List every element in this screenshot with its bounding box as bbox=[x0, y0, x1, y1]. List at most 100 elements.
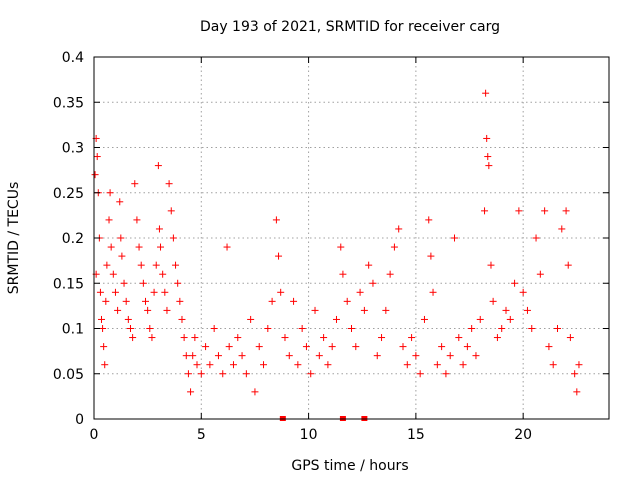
data-point bbox=[93, 153, 101, 161]
data-point bbox=[163, 306, 171, 314]
data-point bbox=[116, 198, 124, 206]
data-point bbox=[442, 370, 450, 378]
data-point bbox=[511, 279, 519, 287]
data-point bbox=[290, 297, 298, 305]
data-point bbox=[214, 352, 222, 360]
x-axis-title: GPS time / hours bbox=[291, 458, 408, 474]
data-point bbox=[152, 261, 160, 269]
data-point bbox=[150, 288, 158, 296]
y-axis-title: SRMTID / TECUs bbox=[6, 182, 22, 295]
data-point bbox=[96, 288, 104, 296]
data-point bbox=[519, 288, 527, 296]
data-point bbox=[356, 288, 364, 296]
data-point bbox=[476, 315, 484, 323]
data-point bbox=[182, 352, 190, 360]
data-point bbox=[161, 288, 169, 296]
chart-title: Day 193 of 2021, SRMTID for receiver car… bbox=[200, 19, 500, 35]
data-point bbox=[536, 270, 544, 278]
data-point bbox=[481, 207, 489, 215]
data-point bbox=[223, 243, 231, 251]
y-tick-label: 0.05 bbox=[53, 367, 84, 383]
y-tick-label: 0.25 bbox=[53, 186, 84, 202]
data-point bbox=[103, 261, 111, 269]
data-point bbox=[184, 370, 192, 378]
data-point bbox=[558, 225, 566, 233]
y-tick-label: 0.2 bbox=[62, 231, 84, 247]
data-point bbox=[98, 315, 106, 323]
y-tick-label: 0.4 bbox=[62, 50, 84, 66]
data-point bbox=[425, 216, 433, 224]
data-point bbox=[528, 325, 536, 332]
data-point bbox=[412, 352, 420, 360]
data-point bbox=[154, 162, 162, 170]
data-point bbox=[111, 288, 119, 296]
data-point bbox=[202, 343, 210, 351]
data-point bbox=[281, 334, 289, 342]
data-point bbox=[139, 279, 147, 287]
data-point bbox=[298, 325, 306, 332]
data-point bbox=[197, 370, 205, 378]
data-points bbox=[91, 89, 583, 396]
data-point bbox=[575, 361, 583, 369]
data-point bbox=[180, 334, 188, 342]
x-tick-label: 5 bbox=[197, 427, 206, 443]
data-point bbox=[360, 306, 368, 314]
data-point bbox=[382, 306, 390, 314]
data-point bbox=[242, 370, 250, 378]
data-point bbox=[157, 243, 165, 251]
data-point bbox=[255, 343, 263, 351]
data-point bbox=[403, 361, 411, 369]
x-tick-label: 0 bbox=[90, 427, 99, 443]
data-point bbox=[260, 361, 268, 369]
data-point bbox=[142, 297, 149, 305]
data-point bbox=[307, 370, 315, 378]
data-point bbox=[101, 361, 109, 369]
data-point bbox=[438, 343, 446, 351]
data-point bbox=[573, 388, 581, 396]
data-point bbox=[172, 261, 180, 269]
x-tick-labels: 0 5 10 15 20 bbox=[90, 427, 533, 443]
data-point bbox=[515, 207, 523, 215]
data-point bbox=[455, 334, 463, 342]
data-point bbox=[124, 315, 132, 323]
data-point bbox=[332, 315, 340, 323]
data-point bbox=[210, 325, 218, 332]
y-tick-label: 0.1 bbox=[62, 322, 84, 338]
data-point bbox=[502, 306, 510, 314]
data-point bbox=[564, 261, 572, 269]
data-point bbox=[562, 207, 570, 215]
data-point bbox=[339, 270, 347, 278]
x-tick-label: 15 bbox=[407, 427, 425, 443]
data-point bbox=[348, 325, 355, 332]
data-point bbox=[277, 288, 285, 296]
y-tick-label: 0.3 bbox=[62, 141, 84, 157]
data-point bbox=[446, 352, 454, 360]
data-point bbox=[311, 306, 319, 314]
data-point bbox=[483, 134, 491, 142]
data-point bbox=[532, 234, 540, 242]
data-point bbox=[106, 189, 114, 197]
data-point bbox=[498, 325, 506, 332]
data-point bbox=[320, 334, 328, 342]
data-point bbox=[176, 297, 184, 305]
data-point bbox=[91, 171, 99, 179]
x-tick-label: 10 bbox=[300, 427, 318, 443]
y-tick-label: 0.35 bbox=[53, 95, 84, 111]
data-point bbox=[229, 361, 237, 369]
ticks bbox=[93, 56, 609, 420]
data-point bbox=[126, 325, 134, 332]
data-point bbox=[369, 279, 377, 287]
data-point bbox=[386, 270, 394, 278]
data-point bbox=[109, 270, 117, 278]
data-point bbox=[506, 315, 514, 323]
data-point bbox=[571, 370, 579, 378]
data-point bbox=[365, 261, 373, 269]
data-point bbox=[268, 297, 276, 305]
data-point bbox=[285, 352, 293, 360]
data-point bbox=[541, 207, 549, 215]
data-point bbox=[395, 225, 403, 233]
data-point bbox=[302, 343, 310, 351]
data-point bbox=[225, 343, 233, 351]
